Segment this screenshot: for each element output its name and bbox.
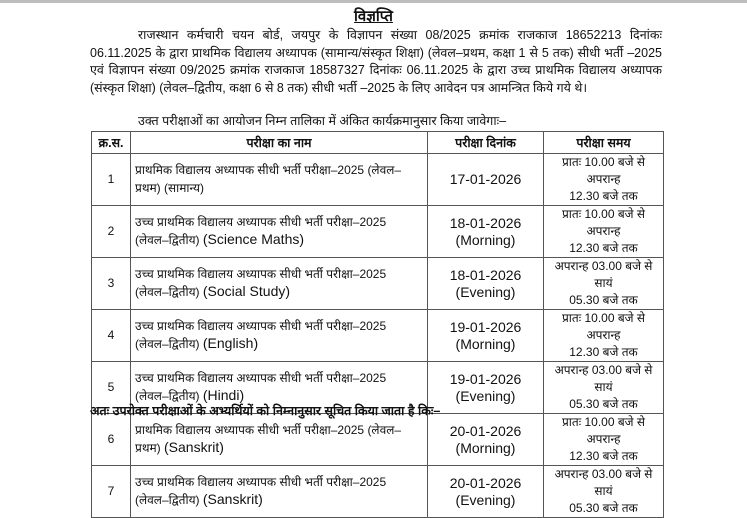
- date-value: 20-01-2026: [449, 474, 522, 491]
- time-start: प्रातः 10.00 बजे से अपरान्ह: [561, 207, 646, 238]
- exam-date: 18-01-2026 (Morning): [427, 205, 544, 258]
- exam-name: उच्च प्राथमिक विद्यालय अध्यापक सीधी भर्त…: [130, 361, 428, 414]
- table-row: 2 उच्च प्राथमिक विद्यालय अध्यापक सीधी भर्…: [91, 205, 664, 258]
- date-value: 20-01-2026: [449, 422, 522, 439]
- time-end: 12.30 बजे तक: [569, 345, 638, 359]
- serial-number: 6: [91, 413, 131, 466]
- exam-time: प्रातः 10.00 बजे से अपरान्ह 12.30 बजे तक: [543, 413, 664, 466]
- exam-time: प्रातः 10.00 बजे से अपरान्ह 12.30 बजे तक: [543, 309, 664, 362]
- exam-name-hindi: उच्च प्राथमिक विद्यालय अध्यापक सीधी भर्त…: [135, 267, 387, 299]
- exam-name: प्राथमिक विद्यालय अध्यापक सीधी भर्ती परी…: [130, 413, 428, 466]
- serial-number: 4: [91, 309, 131, 362]
- time-end: 12.30 बजे तक: [569, 241, 638, 255]
- date-value: 17-01-2026: [449, 171, 522, 187]
- table-row: 1 प्राथमिक विद्यालय अध्यापक सीधी भर्ती पर…: [91, 153, 664, 206]
- shift-label: (Morning): [455, 439, 516, 456]
- header-exam-name: परीक्षा का नाम: [130, 131, 428, 154]
- header-exam-time: परीक्षा समय: [543, 131, 664, 154]
- table-row: 6 प्राथमिक विद्यालय अध्यापक सीधी भर्ती पर…: [91, 413, 664, 466]
- time-start: प्रातः 10.00 बजे से अपरान्ह: [561, 415, 646, 446]
- time-end: 12.30 बजे तक: [569, 449, 638, 463]
- table-row: 5 उच्च प्राथमिक विद्यालय अध्यापक सीधी भर्…: [91, 361, 664, 414]
- exam-time: अपरान्ह 03.00 बजे से सायं 05.30 बजे तक: [543, 257, 664, 310]
- shift-label: (Morning): [455, 335, 516, 352]
- exam-name-hindi: उच्च प्राथमिक विद्यालय अध्यापक सीधी भर्त…: [135, 215, 387, 247]
- exam-name: उच्च प्राथमिक विद्यालय अध्यापक सीधी भर्त…: [130, 465, 428, 518]
- exam-time: अपरान्ह 03.00 बजे से सायं 05.30 बजे तक: [543, 465, 664, 518]
- time-start: अपरान्ह 03.00 बजे से सायं: [554, 467, 653, 498]
- exam-date: 20-01-2026 (Evening): [427, 465, 544, 518]
- table-row: 4 उच्च प्राथमिक विद्यालय अध्यापक सीधी भर्…: [91, 309, 664, 362]
- exam-subject: (Science Maths): [202, 231, 305, 247]
- serial-number: 3: [91, 257, 131, 310]
- exam-time: अपरान्ह 03.00 बजे से सायं 05.30 बजे तक: [543, 361, 664, 414]
- schedule-intro: उक्त परीक्षाओं का आयोजन निम्न तालिका में…: [138, 114, 507, 128]
- time-start: अपरान्ह 03.00 बजे से सायं: [554, 259, 653, 290]
- header-exam-date: परीक्षा दिनांक: [427, 131, 544, 154]
- exam-schedule-table: क्र.स. परीक्षा का नाम परीक्षा दिनांक परी…: [91, 131, 664, 518]
- exam-date: 19-01-2026 (Evening): [427, 361, 544, 414]
- exam-time: प्रातः 10.00 बजे से अपरान्ह 12.30 बजे तक: [543, 153, 664, 206]
- exam-date: 19-01-2026 (Morning): [427, 309, 544, 362]
- exam-subject: (Social Study): [202, 283, 291, 299]
- serial-number: 5: [91, 361, 131, 414]
- time-end: 12.30 बजे तक: [569, 189, 638, 203]
- time-end: 05.30 बजे तक: [569, 293, 638, 307]
- footer-text: अतः उपरोक्त परीक्षाओं के अभ्यर्थियों को …: [90, 404, 441, 418]
- table-row: 3 उच्च प्राथमिक विद्यालय अध्यापक सीधी भर्…: [91, 257, 664, 310]
- top-border: [0, 0, 747, 3]
- serial-number: 1: [91, 153, 131, 206]
- exam-subject: (English): [202, 335, 259, 351]
- date-value: 18-01-2026: [449, 266, 522, 283]
- time-end: 05.30 बजे तक: [569, 397, 638, 411]
- exam-name-hindi: उच्च प्राथमिक विद्यालय अध्यापक सीधी भर्त…: [135, 319, 387, 351]
- exam-subject: (Sanskrit): [164, 439, 224, 455]
- shift-label: (Evening): [455, 283, 516, 300]
- time-start: प्रातः 10.00 बजे से अपरान्ह: [561, 311, 646, 342]
- date-value: 18-01-2026: [449, 214, 522, 231]
- table-header-row: क्र.स. परीक्षा का नाम परीक्षा दिनांक परी…: [91, 131, 664, 154]
- notice-title: विज्ञप्ति: [354, 8, 393, 25]
- shift-label: (Evening): [455, 491, 516, 508]
- exam-name: उच्च प्राथमिक विद्यालय अध्यापक सीधी भर्त…: [130, 257, 428, 310]
- serial-number: 7: [91, 465, 131, 518]
- exam-date: 17-01-2026: [427, 153, 544, 206]
- exam-date: 20-01-2026 (Morning): [427, 413, 544, 466]
- shift-label: (Evening): [455, 387, 516, 404]
- exam-name-hindi: प्राथमिक विद्यालय अध्यापक सीधी भर्ती परी…: [135, 163, 402, 195]
- exam-name: उच्च प्राथमिक विद्यालय अध्यापक सीधी भर्त…: [130, 309, 428, 362]
- serial-number: 2: [91, 205, 131, 258]
- exam-subject: (Sanskrit): [202, 491, 263, 507]
- time-start: प्रातः 10.00 बजे से अपरान्ह: [561, 155, 646, 186]
- exam-time: प्रातः 10.00 बजे से अपरान्ह 12.30 बजे तक: [543, 205, 664, 258]
- exam-name: प्राथमिक विद्यालय अध्यापक सीधी भर्ती परी…: [130, 153, 428, 206]
- date-value: 19-01-2026: [449, 318, 522, 335]
- time-end: 05.30 बजे तक: [569, 501, 638, 515]
- exam-subject: (Hindi): [202, 387, 245, 403]
- date-value: 19-01-2026: [449, 370, 522, 387]
- table-row: 7 उच्च प्राथमिक विद्यालय अध्यापक सीधी भर्…: [91, 465, 664, 518]
- shift-label: (Morning): [455, 231, 516, 248]
- intro-paragraph: राजस्थान कर्मचारी चयन बोर्ड, जयपुर के वि…: [90, 28, 662, 95]
- exam-name-hindi: उच्च प्राथमिक विद्यालय अध्यापक सीधी भर्त…: [135, 371, 387, 403]
- time-start: अपरान्ह 03.00 बजे से सायं: [554, 363, 653, 394]
- exam-date: 18-01-2026 (Evening): [427, 257, 544, 310]
- header-serial: क्र.स.: [91, 131, 131, 154]
- exam-name: उच्च प्राथमिक विद्यालय अध्यापक सीधी भर्त…: [130, 205, 428, 258]
